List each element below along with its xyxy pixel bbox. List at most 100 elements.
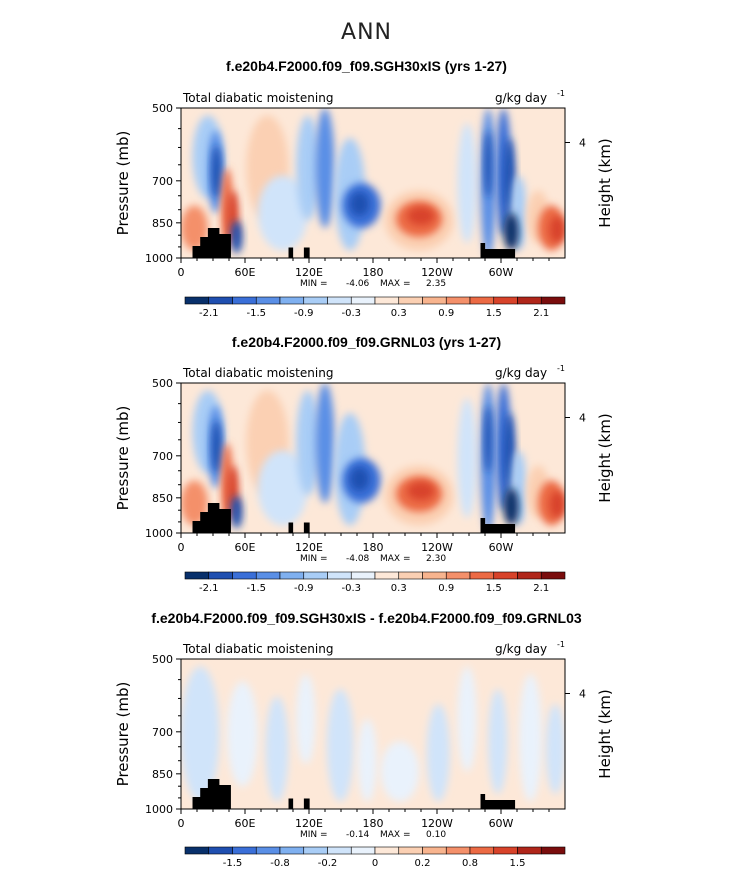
topography-mask (484, 524, 516, 533)
colorbar-swatch (493, 571, 518, 580)
contour-blob (503, 213, 519, 251)
contour-blob (488, 689, 508, 794)
x-tick-label: 60E (235, 266, 256, 279)
contour-blob (326, 689, 354, 802)
y-right-tick-label: 4 (579, 412, 586, 425)
colorbar-swatch (374, 846, 400, 855)
contour-blob (315, 383, 335, 503)
contour-blob (407, 207, 435, 225)
y-tick-label: 700 (152, 450, 173, 463)
y-tick-label: 700 (152, 726, 173, 739)
page-title: ANN (341, 20, 392, 45)
y-tick-label: 500 (152, 653, 173, 666)
y-axis-title: Pressure (mb) (114, 406, 132, 511)
colorbar-swatch (469, 571, 495, 580)
colorbar-swatch (327, 571, 352, 580)
contour-blob (349, 467, 370, 491)
contour-blob (296, 115, 320, 221)
y-tick-label: 500 (152, 102, 173, 115)
max-label: MAX = (380, 830, 411, 840)
y-right-tick-label: 4 (579, 137, 586, 150)
colorbar-label: 0.8 (462, 858, 478, 869)
colorbar-label: -1.5 (246, 308, 266, 319)
topography-mask (200, 237, 224, 246)
y-tick-label: 700 (152, 175, 173, 188)
contour-blob (181, 666, 220, 802)
max-value: 2.35 (426, 279, 446, 289)
contour-blob (484, 130, 493, 198)
colorbar-swatch (279, 846, 305, 855)
topography-mask (215, 785, 231, 809)
colorbar-label: -1.5 (223, 858, 243, 869)
colorbar-swatch (517, 571, 542, 580)
colorbar-swatch (493, 296, 518, 305)
colorbar-swatch (208, 296, 233, 305)
colorbar-label: 0.9 (438, 583, 454, 594)
panel-title: f.e20b4.F2000.f09_f09.SGH30xIS - f.e20b4… (151, 610, 582, 626)
min-label: MIN = (300, 279, 328, 289)
colorbar-swatch (469, 296, 495, 305)
contour-blob (315, 108, 335, 228)
y-tick-label: 850 (152, 492, 173, 505)
contour-blob (457, 666, 477, 772)
field-contours (181, 666, 565, 809)
colorbar-swatch (327, 846, 352, 855)
topography-mask (215, 509, 231, 533)
colorbar-swatch (445, 296, 471, 305)
colorbar-swatch (208, 846, 233, 855)
colorbar-label: -0.8 (270, 858, 290, 869)
max-value: 0.10 (426, 830, 446, 840)
contour-blob (227, 681, 258, 787)
topography-mask (480, 243, 486, 258)
x-tick-label: 60E (235, 817, 256, 830)
contour-blob (296, 674, 316, 764)
min-label: MIN = (300, 830, 328, 840)
contour-blob (230, 220, 243, 254)
min-value: -0.14 (346, 830, 370, 840)
topography-mask (303, 522, 310, 533)
colorbar-swatch (422, 296, 447, 305)
topography-mask (207, 228, 220, 237)
colorbar-label: -0.3 (341, 308, 361, 319)
colorbar-label: -2.1 (199, 308, 219, 319)
x-tick-label: 180 (363, 817, 384, 830)
colorbar-swatch (184, 296, 210, 305)
contour-blob (230, 495, 243, 529)
x-tick-label: 120W (421, 541, 453, 554)
colorbar-swatch (398, 846, 423, 855)
min-value: -4.06 (346, 279, 370, 289)
colorbar-label: -0.2 (318, 858, 338, 869)
colorbar-swatch (350, 296, 376, 305)
left-string: Total diabatic moistening (182, 366, 333, 380)
topography-mask (480, 518, 486, 533)
units-exponent: -1 (557, 364, 565, 373)
y-tick-label: 850 (152, 217, 173, 230)
colorbar-label: 2.1 (533, 583, 549, 594)
contour-blob (549, 216, 565, 243)
topography-mask (200, 512, 224, 521)
x-tick-label: 120W (421, 817, 453, 830)
colorbar-swatch (374, 296, 400, 305)
panel-title: f.e20b4.F2000.f09_f09.GRNL03 (yrs 1-27) (231, 334, 502, 350)
y-tick-label: 1000 (145, 252, 173, 265)
contour-blob (407, 482, 435, 500)
y-right-axis-title: Height (km) (596, 413, 614, 502)
colorbar-swatch (517, 846, 542, 855)
max-label: MAX = (380, 554, 411, 564)
max-value: 2.30 (426, 554, 446, 564)
colorbar-label: 0.2 (415, 858, 431, 869)
y-tick-label: 850 (152, 768, 173, 781)
contour-blob (545, 704, 565, 794)
topography-mask (288, 522, 294, 533)
contour-blob (349, 192, 370, 216)
colorbar-label: 1.5 (486, 308, 502, 319)
contour-blob (426, 704, 450, 802)
colorbar-label: -2.1 (199, 583, 219, 594)
x-tick-label: 0 (178, 266, 185, 279)
contour-blob (211, 145, 222, 198)
chart-panel-2: Total diabatic moistening g/kg day -1 500 70… (114, 364, 614, 594)
x-tick-label: 180 (363, 541, 384, 554)
topography-mask (484, 800, 516, 809)
contour-blob (518, 674, 542, 802)
colorbar-swatch (303, 846, 328, 855)
